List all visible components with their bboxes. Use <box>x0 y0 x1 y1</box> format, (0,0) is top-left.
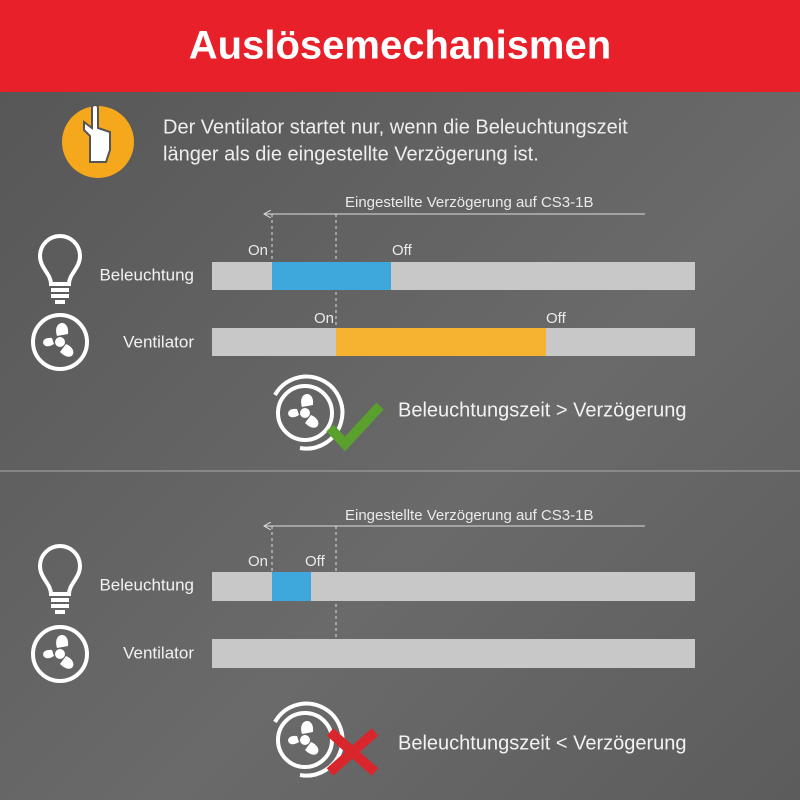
hand-icon <box>83 104 111 163</box>
note-line: Der Ventilator startet nur, wenn die Bel… <box>163 116 628 138</box>
off-label: Off <box>392 242 413 259</box>
delay-label: Eingestellte Verzögerung auf CS3-1B <box>345 507 594 524</box>
timeline-bar <box>212 639 695 668</box>
off-label: Off <box>305 553 326 570</box>
scenario: Eingestellte Verzögerung auf CS3-1B Bele… <box>31 507 695 778</box>
header-bar <box>0 0 800 92</box>
row-label: Ventilator <box>123 332 194 351</box>
note-line: länger als die eingestellte Verzögerung … <box>163 143 539 165</box>
result-label: Beleuchtungszeit < Verzögerung <box>398 732 687 754</box>
off-label: Off <box>546 310 567 327</box>
on-label: On <box>314 310 334 327</box>
result-label: Beleuchtungszeit > Verzögerung <box>398 399 687 421</box>
row-label: Ventilator <box>123 643 194 662</box>
on-label: On <box>248 553 268 570</box>
result-arc <box>273 701 345 778</box>
scenario: Eingestellte Verzögerung auf CS3-1B Bele… <box>31 194 695 452</box>
delay-label: Eingestellte Verzögerung auf CS3-1B <box>345 194 594 211</box>
row-label: Beleuchtung <box>99 575 194 594</box>
cross-icon <box>326 728 379 776</box>
active-period <box>272 262 391 290</box>
row-label: Beleuchtung <box>99 265 194 284</box>
check-icon <box>326 402 384 452</box>
title: Auslösemechanismen <box>189 24 611 68</box>
active-period <box>336 328 546 356</box>
active-period <box>272 572 311 601</box>
result-arc <box>273 374 345 451</box>
on-label: On <box>248 242 268 259</box>
